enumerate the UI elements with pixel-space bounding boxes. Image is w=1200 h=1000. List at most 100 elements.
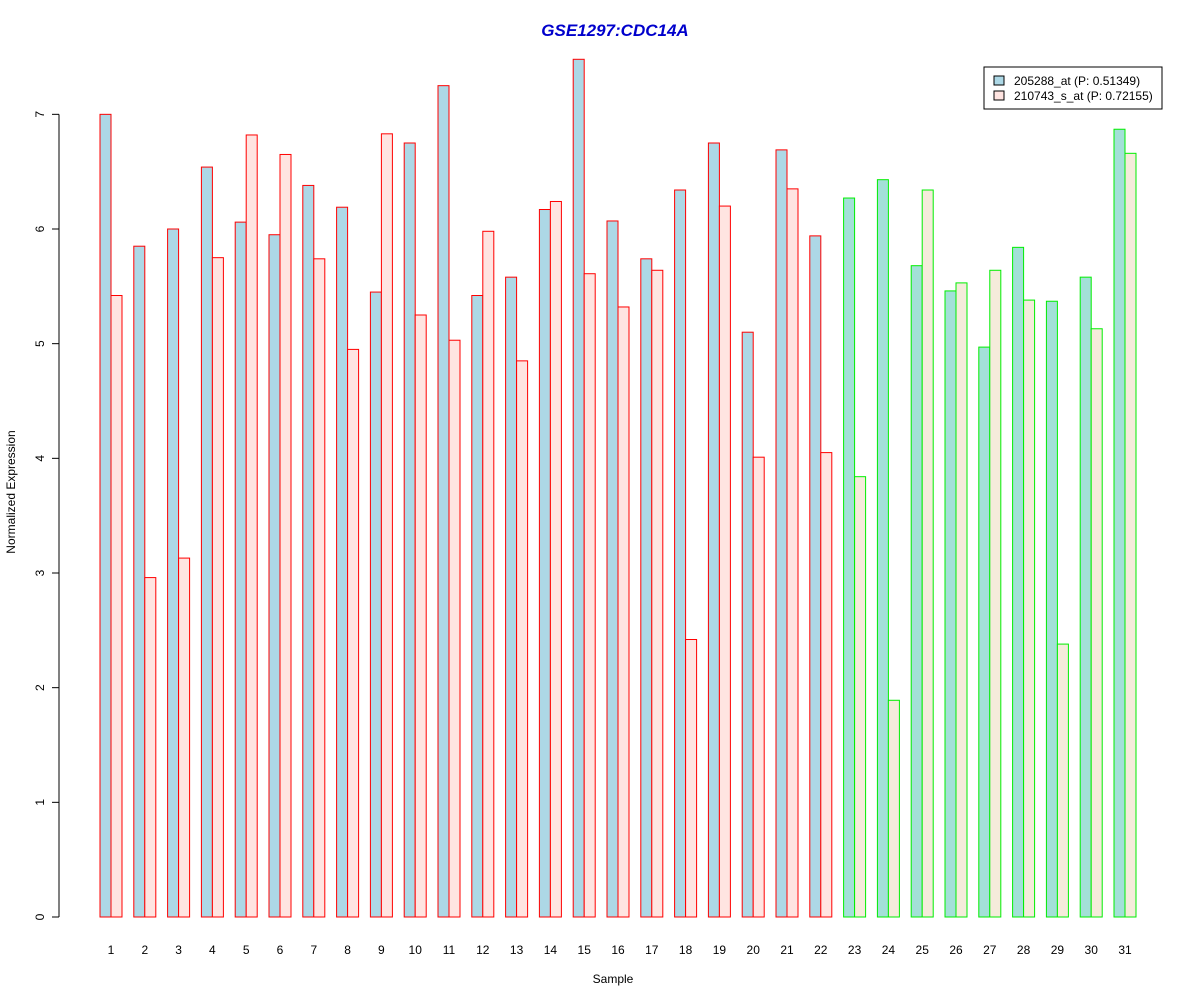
bar-sample-14-series-1 <box>538 209 551 918</box>
bar-sample-27-series-2 <box>989 269 1002 918</box>
bar-sample-17-series-1 <box>640 258 653 918</box>
legend-label-205288-at: 205288_at (P: 0.51349) <box>1014 74 1140 88</box>
x-tick-label-7: 7 <box>310 943 317 957</box>
bar-sample-25-series-1 <box>910 265 923 918</box>
bar-sample-31-series-2 <box>1124 152 1137 918</box>
x-tick-label-17: 17 <box>645 943 659 957</box>
bar-sample-2-series-2 <box>144 577 157 918</box>
y-tick-label-4: 4 <box>33 455 47 462</box>
bar-sample-8-series-2 <box>347 348 360 918</box>
x-tick-label-19: 19 <box>713 943 727 957</box>
bar-sample-13-series-1 <box>505 276 518 918</box>
x-tick-label-24: 24 <box>882 943 896 957</box>
bar-sample-7-series-1 <box>302 184 315 918</box>
bar-sample-18-series-1 <box>674 189 687 918</box>
bar-sample-22-series-1 <box>809 235 822 918</box>
bar-sample-27-series-1 <box>978 346 991 918</box>
bar-sample-24-series-2 <box>887 699 900 918</box>
x-tick-label-16: 16 <box>611 943 625 957</box>
x-tick-label-5: 5 <box>243 943 250 957</box>
bar-sample-12-series-2 <box>482 230 495 918</box>
x-tick-label-9: 9 <box>378 943 385 957</box>
y-tick-label-3: 3 <box>33 569 47 576</box>
x-tick-label-31: 31 <box>1118 943 1132 957</box>
x-axis-labels: 1 2 3 4 5 6 7 8 9 10 11 12 13 14 15 16 17 18 19 20 21 22 23 24 2… <box>108 943 1132 957</box>
bar-sample-22-series-2 <box>820 452 833 918</box>
bar-sample-9-series-2 <box>380 133 393 918</box>
y-tick-label-0: 0 <box>33 913 47 920</box>
bar-sample-30-series-2 <box>1090 328 1103 918</box>
x-tick-label-29: 29 <box>1051 943 1065 957</box>
bar-sample-9-series-1 <box>369 291 382 918</box>
x-tick-label-22: 22 <box>814 943 828 957</box>
bar-sample-21-series-2 <box>786 188 799 918</box>
x-tick-label-11: 11 <box>443 943 456 957</box>
y-axis: 0 1 2 3 4 5 6 7 <box>33 111 60 920</box>
bar-sample-20-series-1 <box>741 331 754 918</box>
x-tick-label-10: 10 <box>409 943 423 957</box>
x-tick-label-12: 12 <box>476 943 490 957</box>
y-axis-title: Normalized Expression <box>4 430 18 553</box>
chart-title: GSE1297:CDC14A <box>541 21 688 40</box>
x-tick-label-18: 18 <box>679 943 693 957</box>
bar-sample-25-series-2 <box>921 189 934 918</box>
bars-group <box>99 58 1137 918</box>
bar-sample-16-series-1 <box>606 220 619 918</box>
bar-sample-10-series-2 <box>414 314 427 918</box>
bar-sample-2-series-1 <box>133 245 146 918</box>
x-tick-label-23: 23 <box>848 943 862 957</box>
legend-label-210743-s-at: 210743_s_at (P: 0.72155) <box>1014 89 1153 103</box>
bar-sample-8-series-1 <box>336 206 349 918</box>
y-tick-label-7: 7 <box>33 111 47 118</box>
y-tick-label-6: 6 <box>33 225 47 232</box>
bar-sample-28-series-2 <box>1023 299 1036 918</box>
x-tick-label-2: 2 <box>141 943 148 957</box>
bar-sample-10-series-1 <box>403 142 416 918</box>
bar-sample-15-series-1 <box>572 58 585 918</box>
bar-sample-30-series-1 <box>1079 276 1092 918</box>
x-tick-label-14: 14 <box>544 943 558 957</box>
bar-sample-12-series-1 <box>471 295 484 918</box>
bar-sample-26-series-1 <box>944 290 957 918</box>
y-tick-label-5: 5 <box>33 340 47 347</box>
bar-sample-4-series-1 <box>200 166 213 918</box>
bar-sample-18-series-2 <box>685 639 698 918</box>
bar-sample-21-series-1 <box>775 149 788 918</box>
x-tick-label-15: 15 <box>578 943 592 957</box>
x-tick-label-4: 4 <box>209 943 216 957</box>
bar-sample-11-series-1 <box>437 85 450 918</box>
legend-swatch-210743-s-at <box>993 90 1005 101</box>
bar-sample-5-series-2 <box>245 134 258 918</box>
y-tick-label-2: 2 <box>33 684 47 691</box>
legend: 205288_at (P: 0.51349) 210743_s_at (P: 0… <box>983 66 1163 110</box>
bar-sample-23-series-1 <box>843 197 856 918</box>
x-tick-label-13: 13 <box>510 943 524 957</box>
bar-sample-7-series-2 <box>313 258 326 918</box>
x-tick-label-28: 28 <box>1017 943 1031 957</box>
bar-sample-5-series-1 <box>234 221 247 918</box>
bar-sample-24-series-1 <box>876 179 889 918</box>
bar-sample-14-series-2 <box>549 200 562 918</box>
x-tick-label-6: 6 <box>277 943 284 957</box>
bar-sample-29-series-1 <box>1045 300 1058 918</box>
bar-sample-3-series-2 <box>178 557 191 918</box>
bar-sample-31-series-1 <box>1113 128 1126 918</box>
x-tick-label-27: 27 <box>983 943 997 957</box>
y-tick-label-1: 1 <box>33 799 47 806</box>
x-tick-label-30: 30 <box>1085 943 1099 957</box>
x-tick-label-8: 8 <box>344 943 351 957</box>
x-tick-label-26: 26 <box>949 943 963 957</box>
x-tick-label-21: 21 <box>780 943 794 957</box>
bar-sample-11-series-2 <box>448 339 461 918</box>
bar-sample-3-series-1 <box>167 228 180 918</box>
bar-sample-1-series-2 <box>110 295 123 918</box>
bar-sample-6-series-2 <box>279 153 292 918</box>
bar-sample-28-series-1 <box>1012 246 1025 918</box>
x-tick-label-20: 20 <box>747 943 761 957</box>
x-tick-label-1: 1 <box>108 943 115 957</box>
x-tick-label-25: 25 <box>916 943 930 957</box>
bar-sample-4-series-2 <box>211 257 224 918</box>
bar-sample-6-series-1 <box>268 234 281 918</box>
bar-sample-19-series-2 <box>718 205 731 918</box>
